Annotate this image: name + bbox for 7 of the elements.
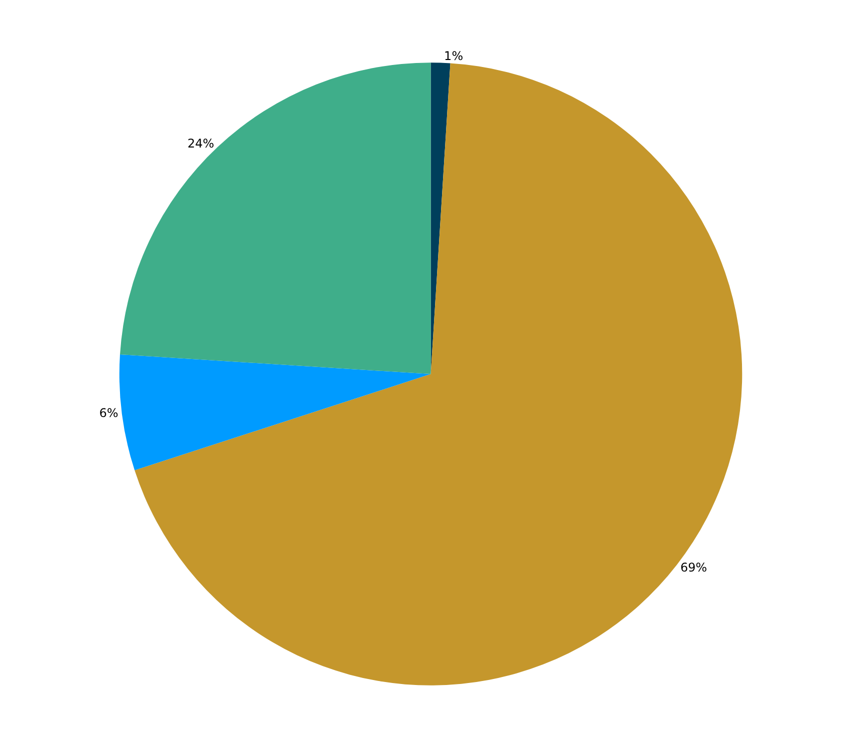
pie-slice xyxy=(134,63,742,686)
data-label: 69% xyxy=(680,560,707,575)
data-label: 6% xyxy=(99,406,118,420)
pie-slice xyxy=(120,354,431,470)
data-label: 1% xyxy=(444,48,464,63)
pie-slice xyxy=(120,62,431,374)
data-label: 24% xyxy=(187,136,214,150)
